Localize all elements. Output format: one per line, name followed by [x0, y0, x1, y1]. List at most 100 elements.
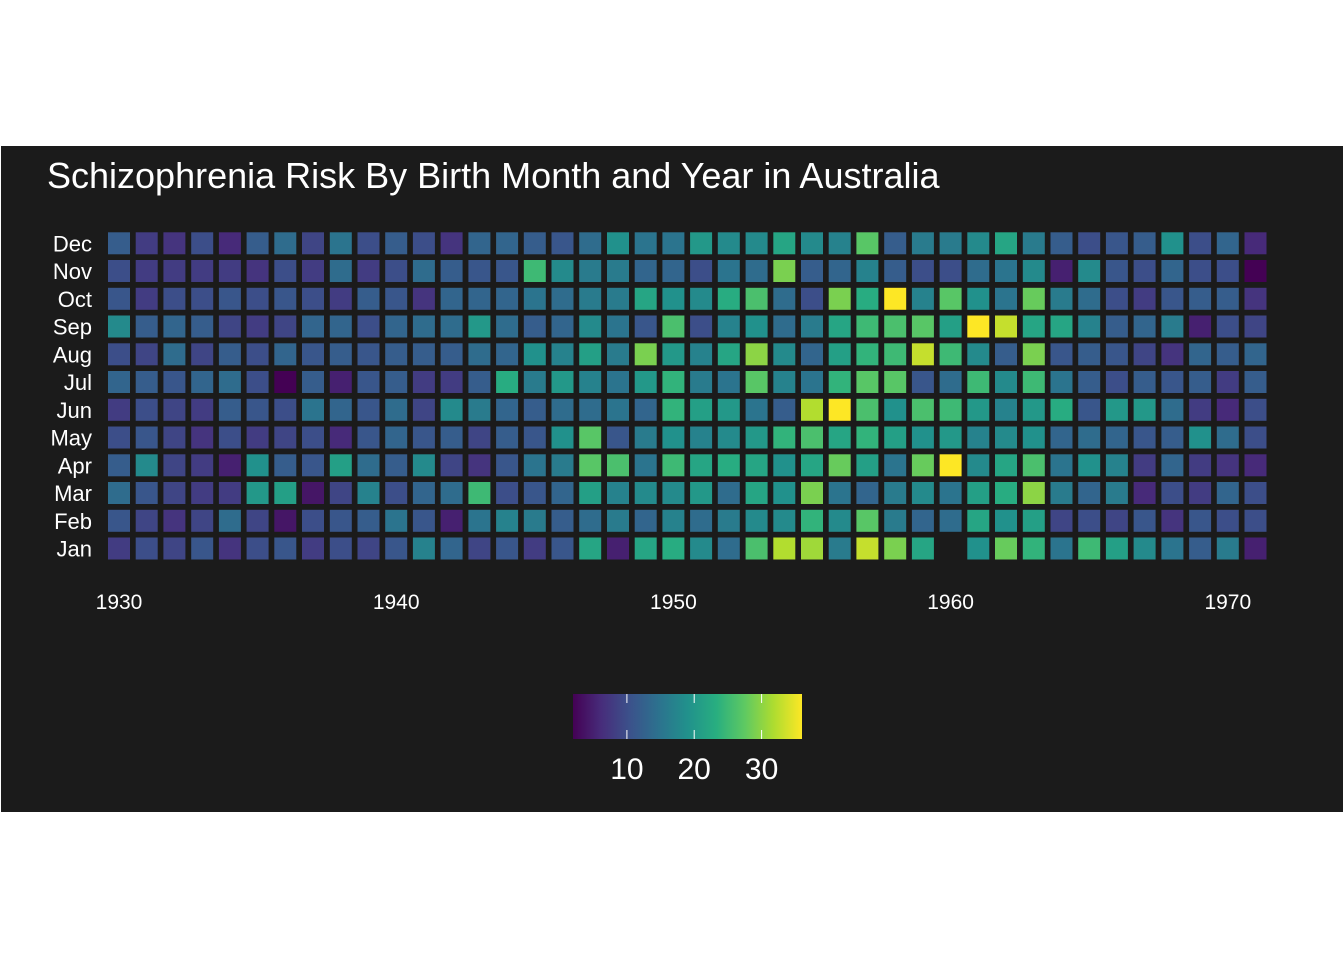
heatmap-cell-nov-1958: [884, 260, 907, 282]
heatmap-cell-jul-1970: [1216, 371, 1239, 393]
heatmap-cell-sep-1963: [1022, 315, 1045, 338]
heatmap-cell-aug-1955: [801, 343, 823, 366]
heatmap-cell-aug-1940: [385, 343, 408, 366]
heatmap-cell-nov-1931: [135, 260, 158, 282]
heatmap-cell-jan-1945: [523, 537, 546, 560]
heatmap-cell-nov-1944: [496, 260, 519, 282]
heatmap-cell-jan-1940: [385, 537, 408, 560]
heatmap-cell-apr-1937: [302, 454, 324, 477]
heatmap-cell-feb-1940: [385, 509, 408, 532]
heatmap-cell-jun-1941: [412, 398, 435, 421]
heatmap-cell-mar-1945: [523, 482, 546, 504]
heatmap-cell-feb-1958: [884, 509, 907, 532]
heatmap-cell-jan-1969: [1189, 537, 1212, 560]
heatmap-cell-mar-1954: [773, 482, 796, 504]
heatmap-cell-jun-1953: [745, 398, 768, 421]
heatmap-cell-jun-1931: [135, 398, 158, 421]
heatmap-cell-feb-1955: [801, 509, 823, 532]
heatmap-cell-jun-1947: [579, 398, 602, 421]
heatmap-cell-nov-1934: [218, 260, 241, 282]
heatmap-cell-dec-1945: [523, 232, 546, 255]
heatmap-cell-apr-1933: [191, 454, 214, 477]
heatmap-cell-nov-1960: [939, 260, 962, 282]
heatmap-cell-jan-1961: [967, 537, 990, 560]
heatmap-cell-oct-1968: [1161, 287, 1184, 310]
heatmap-cell-jul-1936: [274, 371, 297, 393]
heatmap-cell-dec-1962: [995, 232, 1017, 255]
heatmap-cell-aug-1938: [329, 343, 352, 366]
heatmap-cell-may-1938: [329, 426, 352, 449]
heatmap-cell-may-1960: [939, 426, 962, 449]
heatmap-cell-jun-1936: [274, 398, 297, 421]
heatmap-cell-aug-1954: [773, 343, 796, 366]
heatmap-cell-oct-1946: [551, 287, 574, 310]
heatmap-cell-mar-1959: [911, 482, 934, 504]
heatmap-cell-apr-1957: [856, 454, 879, 477]
heatmap-cell-apr-1966: [1105, 454, 1128, 477]
heatmap-cell-sep-1945: [523, 315, 546, 338]
heatmap-cell-jun-1968: [1161, 398, 1184, 421]
x-tick-label-1950: 1950: [650, 591, 697, 614]
heatmap-cell-aug-1944: [496, 343, 519, 366]
heatmap-cell-apr-1961: [967, 454, 990, 477]
heatmap-cell-apr-1964: [1050, 454, 1073, 477]
heatmap-cell-dec-1952: [717, 232, 740, 255]
heatmap-cell-sep-1944: [496, 315, 519, 338]
heatmap-cell-dec-1939: [357, 232, 380, 255]
heatmap-cell-sep-1952: [717, 315, 740, 338]
y-tick-label-jan: Jan: [57, 537, 92, 562]
heatmap-cell-may-1956: [828, 426, 851, 449]
heatmap-cell-mar-1968: [1161, 482, 1184, 504]
heatmap-cell-may-1944: [496, 426, 519, 449]
heatmap-cell-feb-1953: [745, 509, 768, 532]
heatmap-cell-aug-1964: [1050, 343, 1073, 366]
heatmap-cell-sep-1932: [163, 315, 186, 338]
heatmap-cell-may-1943: [468, 426, 491, 449]
heatmap-cell-nov-1969: [1189, 260, 1212, 282]
heatmap-cell-mar-1936: [274, 482, 297, 504]
heatmap-cell-oct-1940: [385, 287, 408, 310]
heatmap-cell-apr-1969: [1189, 454, 1212, 477]
x-tick-label-1970: 1970: [1204, 591, 1251, 614]
heatmap-cell-apr-1953: [745, 454, 768, 477]
heatmap-cell-may-1952: [717, 426, 740, 449]
heatmap-cell-dec-1936: [274, 232, 297, 255]
heatmap-cell-feb-1967: [1133, 509, 1156, 532]
heatmap-cell-mar-1941: [412, 482, 435, 504]
heatmap-cell-oct-1955: [801, 287, 823, 310]
heatmap-cell-dec-1967: [1133, 232, 1156, 255]
heatmap-cell-dec-1930: [108, 232, 130, 255]
heatmap-cell-mar-1933: [191, 482, 214, 504]
heatmap-cell-dec-1969: [1189, 232, 1212, 255]
heatmap-cell-jan-1956: [828, 537, 851, 560]
heatmap-cell-feb-1941: [412, 509, 435, 532]
heatmap-cell-oct-1933: [191, 287, 214, 310]
heatmap-cell-feb-1964: [1050, 509, 1073, 532]
y-tick-label-oct: Oct: [58, 287, 92, 312]
heatmap-cell-jul-1960: [939, 371, 962, 393]
heatmap-cell-jul-1965: [1078, 371, 1101, 393]
heatmap-cell-aug-1971: [1244, 343, 1267, 366]
heatmap-cell-aug-1937: [302, 343, 324, 366]
heatmap-cell-mar-1934: [218, 482, 241, 504]
heatmap-cell-jun-1946: [551, 398, 574, 421]
heatmap-cell-feb-1969: [1189, 509, 1212, 532]
heatmap-cell-may-1970: [1216, 426, 1239, 449]
heatmap-cell-jan-1949: [634, 537, 657, 560]
heatmap-cell-dec-1957: [856, 232, 879, 255]
heatmap-cell-mar-1930: [108, 482, 130, 504]
heatmap-cell-jan-1950: [662, 537, 685, 560]
heatmap-cell-jan-1963: [1022, 537, 1045, 560]
heatmap-cell-jan-1930: [108, 537, 130, 560]
heatmap-cell-nov-1970: [1216, 260, 1239, 282]
heatmap-cell-apr-1942: [440, 454, 463, 477]
heatmap-cell-jun-1950: [662, 398, 685, 421]
heatmap-cell-jan-1955: [801, 537, 823, 560]
heatmap-cell-apr-1945: [523, 454, 546, 477]
y-tick-label-nov: Nov: [53, 259, 92, 284]
heatmap-cell-sep-1941: [412, 315, 435, 338]
heatmap-cell-jul-1938: [329, 371, 352, 393]
heatmap-cell-jun-1949: [634, 398, 657, 421]
heatmap-cell-aug-1942: [440, 343, 463, 366]
heatmap-cell-aug-1957: [856, 343, 879, 366]
